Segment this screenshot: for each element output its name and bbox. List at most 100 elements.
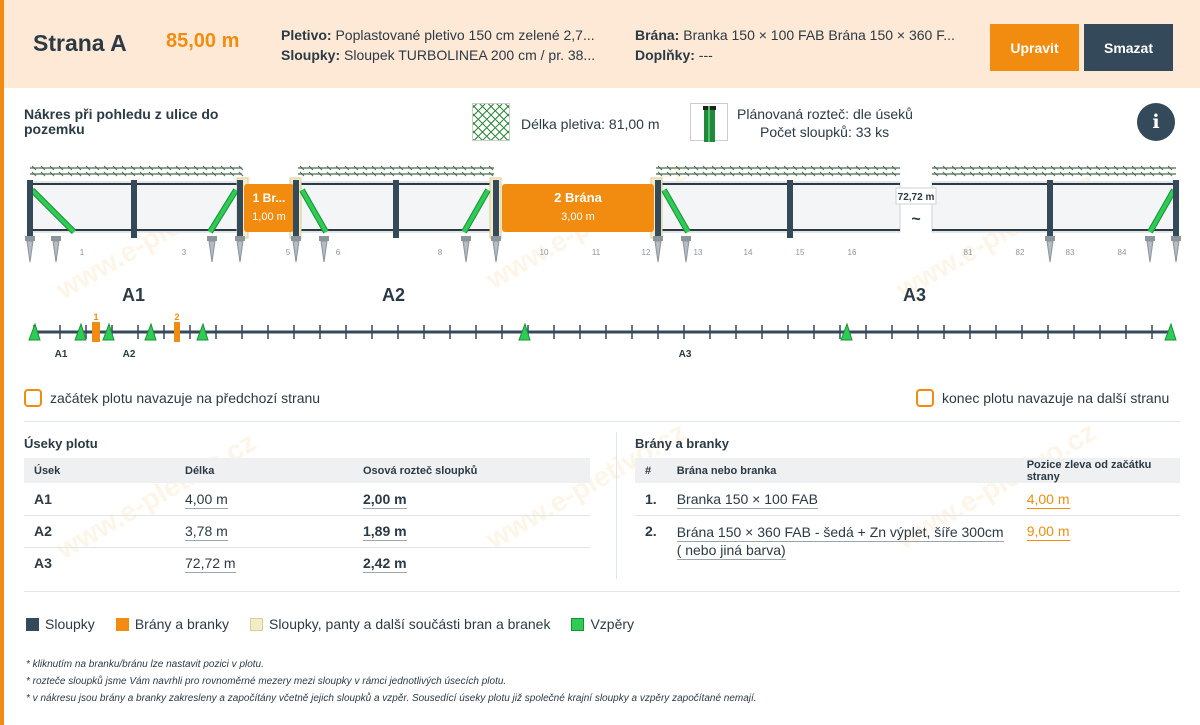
gate-name[interactable]: Brána 150 × 360 FAB - šedá + Zn výplet, … <box>676 523 1004 560</box>
barb <box>1086 171 1092 177</box>
mini-gate <box>174 322 180 342</box>
barb <box>326 165 332 171</box>
info-icon[interactable]: i <box>1137 103 1175 141</box>
barb <box>960 171 966 177</box>
barb <box>942 165 948 171</box>
barb <box>389 171 395 177</box>
barb <box>157 165 163 171</box>
barb <box>299 165 305 171</box>
table-row[interactable]: 1. Branka 150 × 100 FAB 4,00 m <box>635 483 1180 516</box>
barb <box>711 171 717 177</box>
barb <box>1095 165 1101 171</box>
barb <box>67 165 73 171</box>
post-number: 15 <box>796 248 805 257</box>
gates-table-title: Brány a branky <box>635 436 729 451</box>
barb <box>175 165 181 171</box>
barb <box>792 171 798 177</box>
barb <box>238 171 244 177</box>
barb <box>85 165 91 171</box>
barb <box>891 165 897 171</box>
divider <box>24 591 1180 592</box>
barb <box>121 171 127 177</box>
barb <box>461 171 467 177</box>
post-number: 3 <box>182 248 187 257</box>
barb <box>479 171 485 177</box>
barb <box>987 165 993 171</box>
gate-name[interactable]: Branka 150 × 100 FAB <box>676 490 818 509</box>
barb <box>139 171 145 177</box>
delete-button[interactable]: Smazat <box>1084 24 1173 71</box>
barb <box>1041 171 1047 177</box>
footnote: * kliknutím na branku/bránu lze nastavit… <box>26 659 264 670</box>
barb <box>67 171 73 177</box>
barb <box>987 171 993 177</box>
barb <box>58 165 64 171</box>
barb <box>299 171 305 177</box>
barb <box>960 165 966 171</box>
segment-length[interactable]: 3,78 m <box>185 523 228 541</box>
gate-number: 1. <box>635 483 667 516</box>
legend: Sloupky Brány a branky Sloupky, panty a … <box>26 616 655 632</box>
start-continues-option[interactable]: začátek plotu navazuje na předchozí stra… <box>24 389 320 407</box>
barb <box>148 171 154 177</box>
gate-position[interactable]: 4,00 m <box>1026 490 1070 509</box>
post-number: 10 <box>540 248 549 257</box>
barb <box>1068 165 1074 171</box>
barb <box>1050 165 1056 171</box>
segment-length[interactable]: 72,72 m <box>185 555 236 574</box>
mini-segment-label: A2 <box>123 349 136 360</box>
barb <box>220 171 226 177</box>
legend-swatch <box>571 617 585 631</box>
segment-length[interactable]: 4,00 m <box>185 490 228 509</box>
segment-spacing[interactable]: 2,00 m <box>363 490 407 509</box>
table-row[interactable]: 2. Brána 150 × 360 FAB - šedá + Zn výple… <box>635 515 1180 563</box>
legend-item-gate-parts: Sloupky, panty a další součásti bran a b… <box>249 616 550 632</box>
barb <box>461 165 467 171</box>
mini-gate <box>92 322 100 342</box>
barb <box>756 171 762 177</box>
barb <box>416 171 422 177</box>
barb <box>819 171 825 177</box>
brana-label: Brána: <box>635 27 680 43</box>
anchor-screw <box>236 240 244 263</box>
barb <box>729 171 735 177</box>
gate-1[interactable] <box>244 184 294 232</box>
segment-spacing[interactable]: 2,42 m <box>363 555 407 574</box>
edit-button[interactable]: Upravit <box>990 24 1079 71</box>
barb <box>1032 171 1038 177</box>
barb <box>193 171 199 177</box>
post-number: 1 <box>80 248 85 257</box>
barb <box>452 165 458 171</box>
barb <box>479 165 485 171</box>
barb <box>362 165 368 171</box>
gate-2[interactable] <box>502 184 654 232</box>
anchor-screw <box>208 240 216 263</box>
barb <box>933 165 939 171</box>
segment-label-a2: A2 <box>382 285 406 305</box>
footnote: * rozteče sloupků jsme Vám navrhli pro r… <box>26 676 507 687</box>
post <box>27 180 33 238</box>
start-checkbox[interactable] <box>24 389 42 407</box>
barb <box>828 171 834 177</box>
end-checkbox[interactable] <box>916 389 934 407</box>
barb <box>443 171 449 177</box>
barb <box>1149 171 1155 177</box>
barb <box>40 171 46 177</box>
gate-position[interactable]: 9,00 m <box>1026 522 1070 541</box>
end-continues-option[interactable]: konec plotu navazuje na další stranu <box>916 389 1169 407</box>
barb <box>1158 165 1164 171</box>
barb <box>434 165 440 171</box>
barb <box>317 171 323 177</box>
barb <box>49 171 55 177</box>
barb <box>166 171 172 177</box>
barb <box>371 171 377 177</box>
mini-brace <box>196 322 209 341</box>
segment-spacing[interactable]: 1,89 m <box>363 523 407 541</box>
barb <box>675 171 681 177</box>
mesh-length: Délka pletiva: 81,00 m <box>521 116 660 132</box>
col-header: # <box>635 458 667 483</box>
barb <box>1077 171 1083 177</box>
barb <box>783 171 789 177</box>
table-row: A1 4,00 m 2,00 m <box>24 483 590 516</box>
